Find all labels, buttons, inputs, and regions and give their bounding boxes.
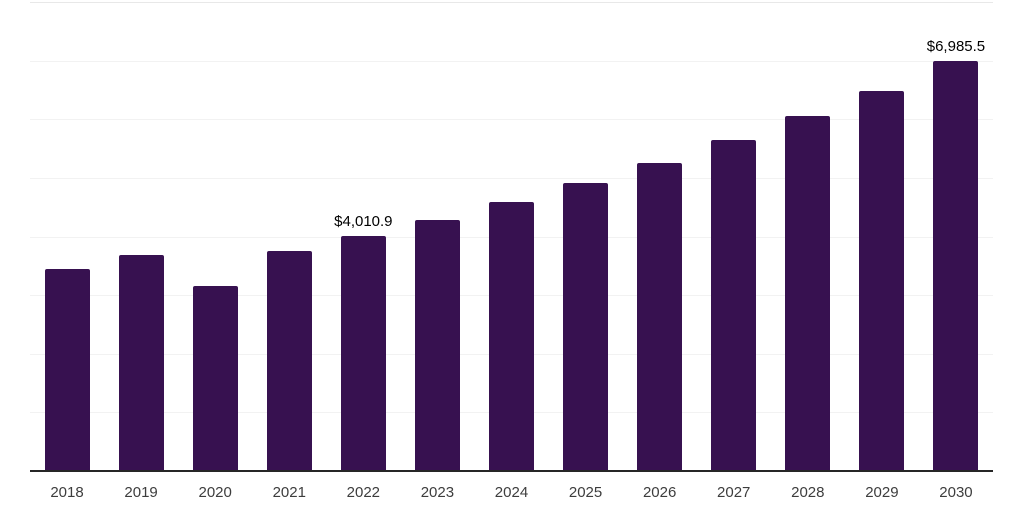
bar-2018: [44, 268, 90, 471]
gridline: [30, 60, 993, 62]
x-tick-label-2018: 2018: [50, 484, 84, 501]
bar-2021: [266, 251, 312, 471]
x-tick-label-2020: 2020: [198, 484, 232, 501]
x-tick-label-2028: 2028: [791, 484, 825, 501]
bar-2027: [711, 140, 757, 471]
x-tick-label-2025: 2025: [568, 484, 603, 501]
bar-2025: [563, 183, 609, 471]
gridline: [30, 177, 993, 179]
plot-area: $4,010.9 $6,985.5: [30, 2, 993, 471]
bar-value-label-2022: $4,010.9: [334, 212, 393, 230]
x-tick-label-2019: 2019: [124, 484, 158, 501]
bar-2019: [118, 255, 164, 471]
x-tick-label-2030: 2030: [939, 484, 973, 501]
x-tick-label-2024: 2024: [494, 484, 529, 501]
x-tick-label-2023: 2023: [420, 484, 455, 501]
gridline: [30, 119, 993, 121]
bar-2029: [859, 90, 905, 471]
bar-value-label-2030: $6,985.5: [926, 38, 986, 56]
x-tick-label-2022: 2022: [346, 484, 381, 501]
x-tick-label-2021: 2021: [272, 484, 306, 501]
x-tick-label-2029: 2029: [865, 484, 899, 501]
bar-2024: [489, 201, 534, 471]
gridline: [30, 2, 993, 3]
bar-2022: [340, 235, 386, 471]
bar-2023: [414, 220, 460, 471]
x-tick-label-2026: 2026: [642, 484, 677, 501]
bar-2026: [637, 163, 683, 471]
bar-2030: [933, 61, 979, 471]
x-tick-label-2027: 2027: [717, 484, 751, 501]
x-axis-line: [30, 470, 993, 472]
bar-2028: [785, 116, 831, 471]
bar-2020: [192, 286, 238, 471]
